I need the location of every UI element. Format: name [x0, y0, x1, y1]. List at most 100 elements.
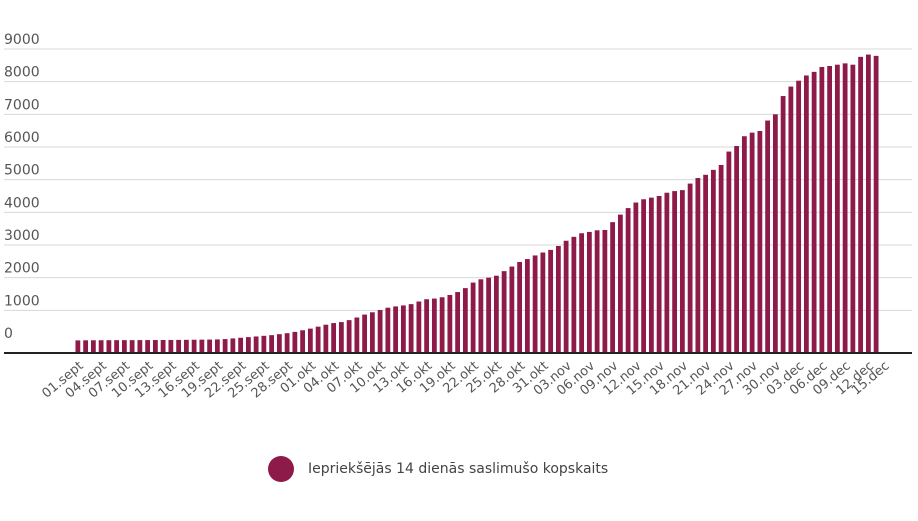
- bar: [664, 192, 670, 353]
- bar: [439, 297, 445, 353]
- bar: [765, 120, 771, 353]
- bar: [734, 146, 740, 353]
- bar: [633, 202, 639, 353]
- bar: [214, 339, 220, 353]
- bar: [610, 222, 616, 353]
- bar: [757, 130, 763, 353]
- bar: [447, 294, 453, 353]
- bar: [424, 299, 430, 353]
- bar: [493, 275, 499, 353]
- bar: [873, 55, 879, 354]
- bar: [819, 66, 825, 353]
- bar: [137, 340, 143, 353]
- bar: [300, 330, 306, 353]
- bar: [253, 336, 259, 353]
- legend: Iepriekšējās 14 dienās saslimušo kopskai…: [268, 456, 608, 482]
- bar: [501, 271, 507, 353]
- bar: [718, 164, 724, 353]
- bar: [478, 279, 484, 353]
- bar: [594, 230, 600, 353]
- bar: [338, 322, 344, 353]
- bar: [540, 252, 546, 353]
- bar: [152, 340, 158, 353]
- bar: [269, 335, 275, 353]
- bar: [284, 333, 290, 353]
- y-tick-label: 0: [4, 326, 13, 342]
- bar: [641, 199, 647, 353]
- bar: [145, 340, 151, 353]
- bar: [470, 282, 476, 353]
- bar: [710, 169, 716, 353]
- bar: [191, 339, 197, 353]
- y-tick-label: 8000: [4, 65, 40, 81]
- bar: [83, 340, 89, 353]
- bar: [780, 96, 786, 353]
- y-tick-label: 3000: [4, 228, 40, 244]
- bar: [114, 340, 120, 353]
- bar: [129, 340, 135, 353]
- y-tick-label: 1000: [4, 293, 40, 309]
- bar: [517, 261, 523, 353]
- bar: [524, 259, 530, 353]
- y-tick-label: 9000: [4, 32, 40, 48]
- bar: [369, 312, 375, 353]
- bar: [323, 324, 329, 353]
- bar: [230, 338, 236, 353]
- bar: [548, 249, 554, 353]
- bar: [827, 65, 833, 354]
- y-tick-label: 7000: [4, 97, 40, 113]
- bar: [602, 229, 608, 353]
- bar: [362, 314, 368, 353]
- bar: [788, 86, 794, 353]
- bar: [377, 310, 383, 353]
- bar: [106, 340, 112, 353]
- bar: [796, 80, 802, 353]
- bar: [207, 339, 213, 353]
- bar: [90, 340, 96, 353]
- bar: [648, 197, 654, 353]
- bar: [571, 236, 577, 353]
- bar: [672, 191, 678, 353]
- bar: [687, 183, 693, 353]
- bar: [803, 75, 809, 354]
- bar: [331, 323, 337, 353]
- bar: [75, 340, 81, 353]
- bar: [393, 306, 399, 353]
- x-axis-ticks: 01.sept04.sept07.sept10.sept13.sept16.se…: [39, 358, 892, 401]
- y-axis-ticks: 0 1000 2000 3000 4000 5000 6000 7000 8000 9000: [4, 32, 40, 342]
- bar: [834, 64, 840, 354]
- bar: [579, 233, 585, 353]
- bar: [811, 71, 817, 354]
- legend-swatch: [268, 456, 294, 482]
- bar: [261, 335, 267, 353]
- bar: [400, 305, 406, 353]
- bar: [431, 298, 437, 353]
- bar: [617, 214, 623, 353]
- gridlines: [4, 48, 912, 311]
- bar: [486, 277, 492, 353]
- bar: [238, 337, 244, 353]
- bar: [462, 288, 468, 353]
- y-tick-label: 5000: [4, 163, 40, 179]
- bar: [858, 56, 864, 354]
- bar: [741, 136, 747, 353]
- bar: [509, 266, 515, 353]
- bar: [532, 255, 538, 353]
- bar: [315, 326, 321, 353]
- bar: [222, 339, 228, 353]
- bar: [307, 328, 313, 353]
- bar: [703, 174, 709, 353]
- bar: [346, 320, 352, 353]
- bar: [168, 339, 174, 353]
- bar: [850, 64, 856, 354]
- bar: [385, 307, 391, 353]
- bar: [183, 339, 189, 353]
- bar: [121, 340, 127, 353]
- bar: [772, 114, 778, 353]
- bar: [555, 245, 561, 353]
- bars: [75, 54, 879, 354]
- bar: [416, 301, 422, 353]
- y-tick-label: 6000: [4, 130, 40, 146]
- bar: [586, 231, 592, 353]
